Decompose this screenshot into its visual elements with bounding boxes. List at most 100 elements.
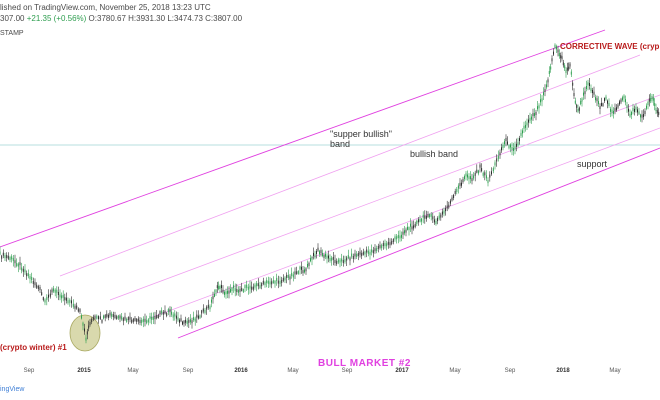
candle-body	[322, 252, 323, 256]
candle-body	[101, 319, 103, 323]
candle-body	[422, 214, 424, 218]
candle-body	[314, 254, 316, 258]
candle-body	[269, 281, 271, 285]
candle-body	[425, 215, 427, 219]
candle-body	[504, 141, 505, 145]
candle-body	[228, 290, 230, 294]
candle-body	[152, 316, 154, 320]
candle-body	[461, 182, 462, 186]
candle-body	[331, 257, 333, 261]
candle-body	[256, 283, 258, 287]
candle-body	[336, 261, 338, 265]
candle-body	[98, 316, 99, 320]
candle-body	[437, 218, 439, 222]
candle-body	[196, 314, 198, 318]
candle-body	[233, 285, 235, 289]
candle-body	[166, 312, 168, 316]
tradingview-brand[interactable]: ingView	[0, 386, 25, 393]
candle-body	[6, 255, 8, 258]
candle-body	[614, 108, 616, 112]
exchange-label: STAMP	[0, 30, 24, 37]
candle-body	[186, 320, 188, 324]
candle-body	[607, 100, 608, 104]
candle-body	[204, 309, 206, 313]
candle-body	[59, 294, 61, 298]
candle-body	[32, 280, 34, 284]
candle-body	[397, 235, 399, 238]
candle-body	[239, 288, 241, 292]
candle-body	[139, 320, 141, 323]
candle-body	[616, 107, 617, 111]
candle-body	[510, 144, 511, 148]
candle-body	[56, 289, 58, 293]
candle-body	[516, 143, 517, 147]
candle-body	[508, 145, 510, 149]
candle-body	[476, 169, 478, 173]
candle-body	[505, 138, 507, 141]
candle-body	[577, 108, 579, 112]
candle-body	[631, 112, 632, 115]
candle-body	[382, 243, 384, 247]
candle-body	[364, 251, 366, 255]
candle-body	[541, 98, 543, 102]
candle-body	[313, 252, 314, 256]
candle-body	[44, 299, 46, 303]
candle-body	[64, 297, 66, 301]
candle-body	[613, 110, 614, 114]
candle-body	[394, 236, 396, 240]
candle-body	[629, 113, 631, 117]
candle-body	[172, 314, 174, 318]
candle-body	[477, 170, 479, 174]
candle-body	[429, 214, 431, 218]
candle-body	[209, 306, 211, 310]
candle-body	[67, 300, 69, 304]
candle-body	[644, 111, 646, 114]
candle-body	[573, 93, 575, 96]
last-price: 307.00	[0, 14, 25, 23]
candle-body	[206, 306, 208, 310]
candle-body	[9, 257, 11, 260]
candle-body	[433, 219, 435, 223]
candle-body	[2, 252, 4, 256]
candle-body	[554, 44, 556, 48]
candle-body	[356, 254, 358, 257]
candle-body	[419, 218, 421, 222]
time-axis[interactable]: Sep 2015 May Sep 2016 May Sep 2017 May S…	[0, 366, 660, 380]
candlestick-series	[0, 43, 660, 344]
candle-body	[286, 274, 288, 278]
candle-body	[570, 71, 572, 75]
candle-body	[551, 58, 553, 62]
candle-body	[82, 322, 84, 326]
candle-body	[638, 111, 640, 115]
candle-body	[199, 315, 201, 319]
candle-body	[494, 162, 496, 166]
candle-body	[619, 101, 620, 105]
candle-body	[537, 106, 538, 110]
candle-body	[487, 180, 489, 184]
candle-body	[507, 141, 508, 145]
candle-body	[147, 319, 149, 323]
candle-body	[430, 213, 432, 217]
candle-body	[99, 316, 101, 320]
candle-body	[501, 147, 502, 151]
candle-body	[69, 299, 71, 303]
candle-body	[569, 63, 571, 67]
super-bullish-line1: "supper bullish"	[330, 129, 392, 139]
candle-body	[625, 99, 626, 103]
candle-body	[86, 331, 88, 335]
candle-body	[440, 214, 442, 218]
open-value: 3780.67	[97, 14, 126, 23]
candle-body	[641, 114, 643, 118]
candle-body	[262, 280, 264, 284]
candle-body	[77, 308, 79, 312]
candle-body	[623, 95, 625, 99]
candle-body	[485, 175, 487, 179]
candle-body	[389, 242, 391, 246]
candle-body	[432, 216, 434, 220]
candle-body	[325, 253, 326, 257]
candle-body	[91, 319, 93, 323]
candle-body	[230, 289, 231, 293]
candle-body	[323, 254, 325, 258]
candle-body	[454, 191, 456, 194]
price-chart[interactable]	[0, 0, 660, 366]
